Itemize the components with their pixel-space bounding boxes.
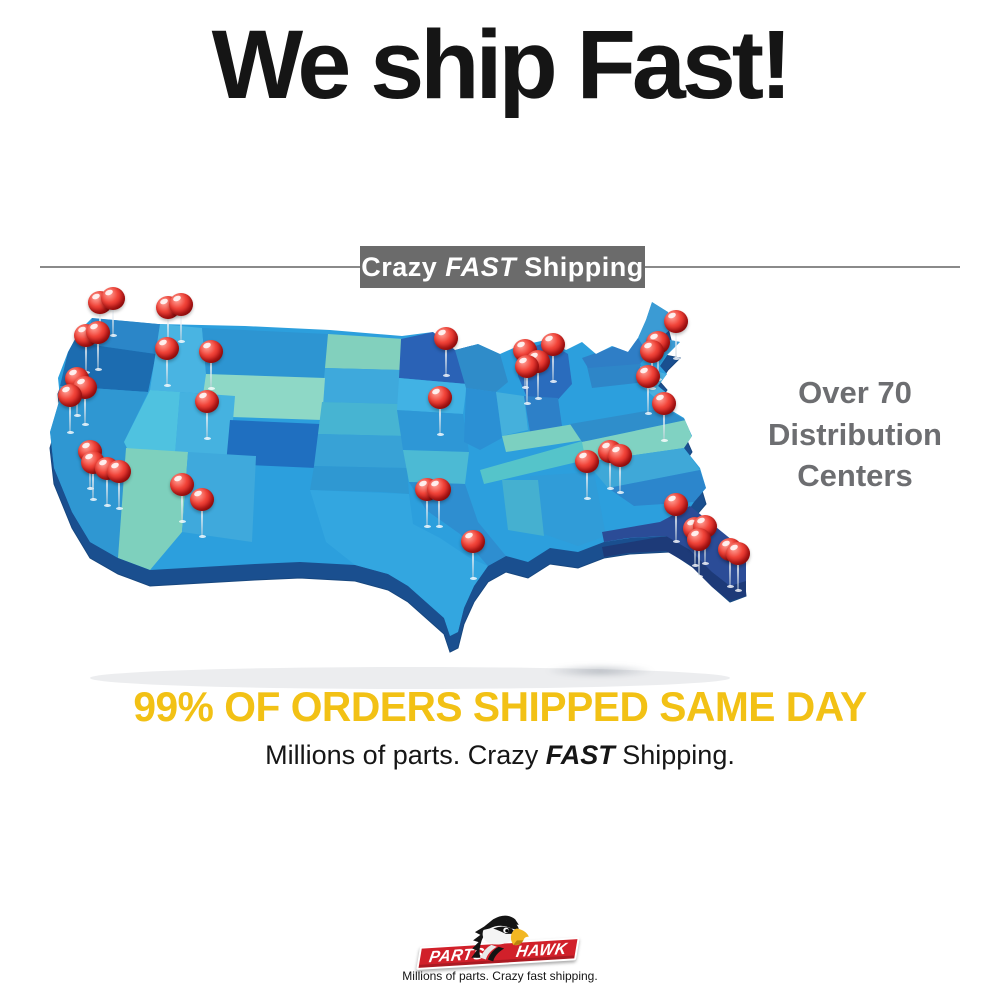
logo-tagline: Millions of parts. Crazy fast shipping. [402, 969, 598, 983]
subheadline: Millions of parts. Crazy FAST Shipping. [0, 740, 1000, 771]
badge-text-post: Shipping [516, 251, 644, 282]
logo-bar-wrap: PARTS HAWK [410, 915, 590, 971]
shipping-badge: Crazy FAST Shipping [360, 246, 645, 288]
distribution-caption: Over 70 Distribution Centers [742, 372, 968, 497]
badge-text-pre: Crazy [361, 251, 446, 282]
caption-line-2: Distribution [768, 416, 942, 452]
map-soft-shadow [545, 664, 655, 678]
hawk-head-icon [471, 915, 529, 962]
caption-line-1: Over 70 [798, 375, 912, 410]
partshawk-logo: PARTS HAWK Millions of parts. Crazy fast… [0, 915, 1000, 983]
map-ground-shadow [90, 667, 730, 689]
subheadline-pre: Millions of parts. Crazy [265, 740, 546, 770]
subheadline-fast: FAST [545, 740, 615, 770]
us-map-svg [49, 302, 747, 689]
page-title: We ship Fast! [211, 10, 793, 119]
subheadline-post: Shipping. [614, 740, 735, 770]
caption-line-3: Centers [797, 458, 913, 494]
us-map-3d [30, 290, 760, 690]
badge-text-fast: FAST [445, 251, 517, 282]
headline-same-day: 99% OF ORDERS SHIPPED SAME DAY [133, 683, 867, 730]
